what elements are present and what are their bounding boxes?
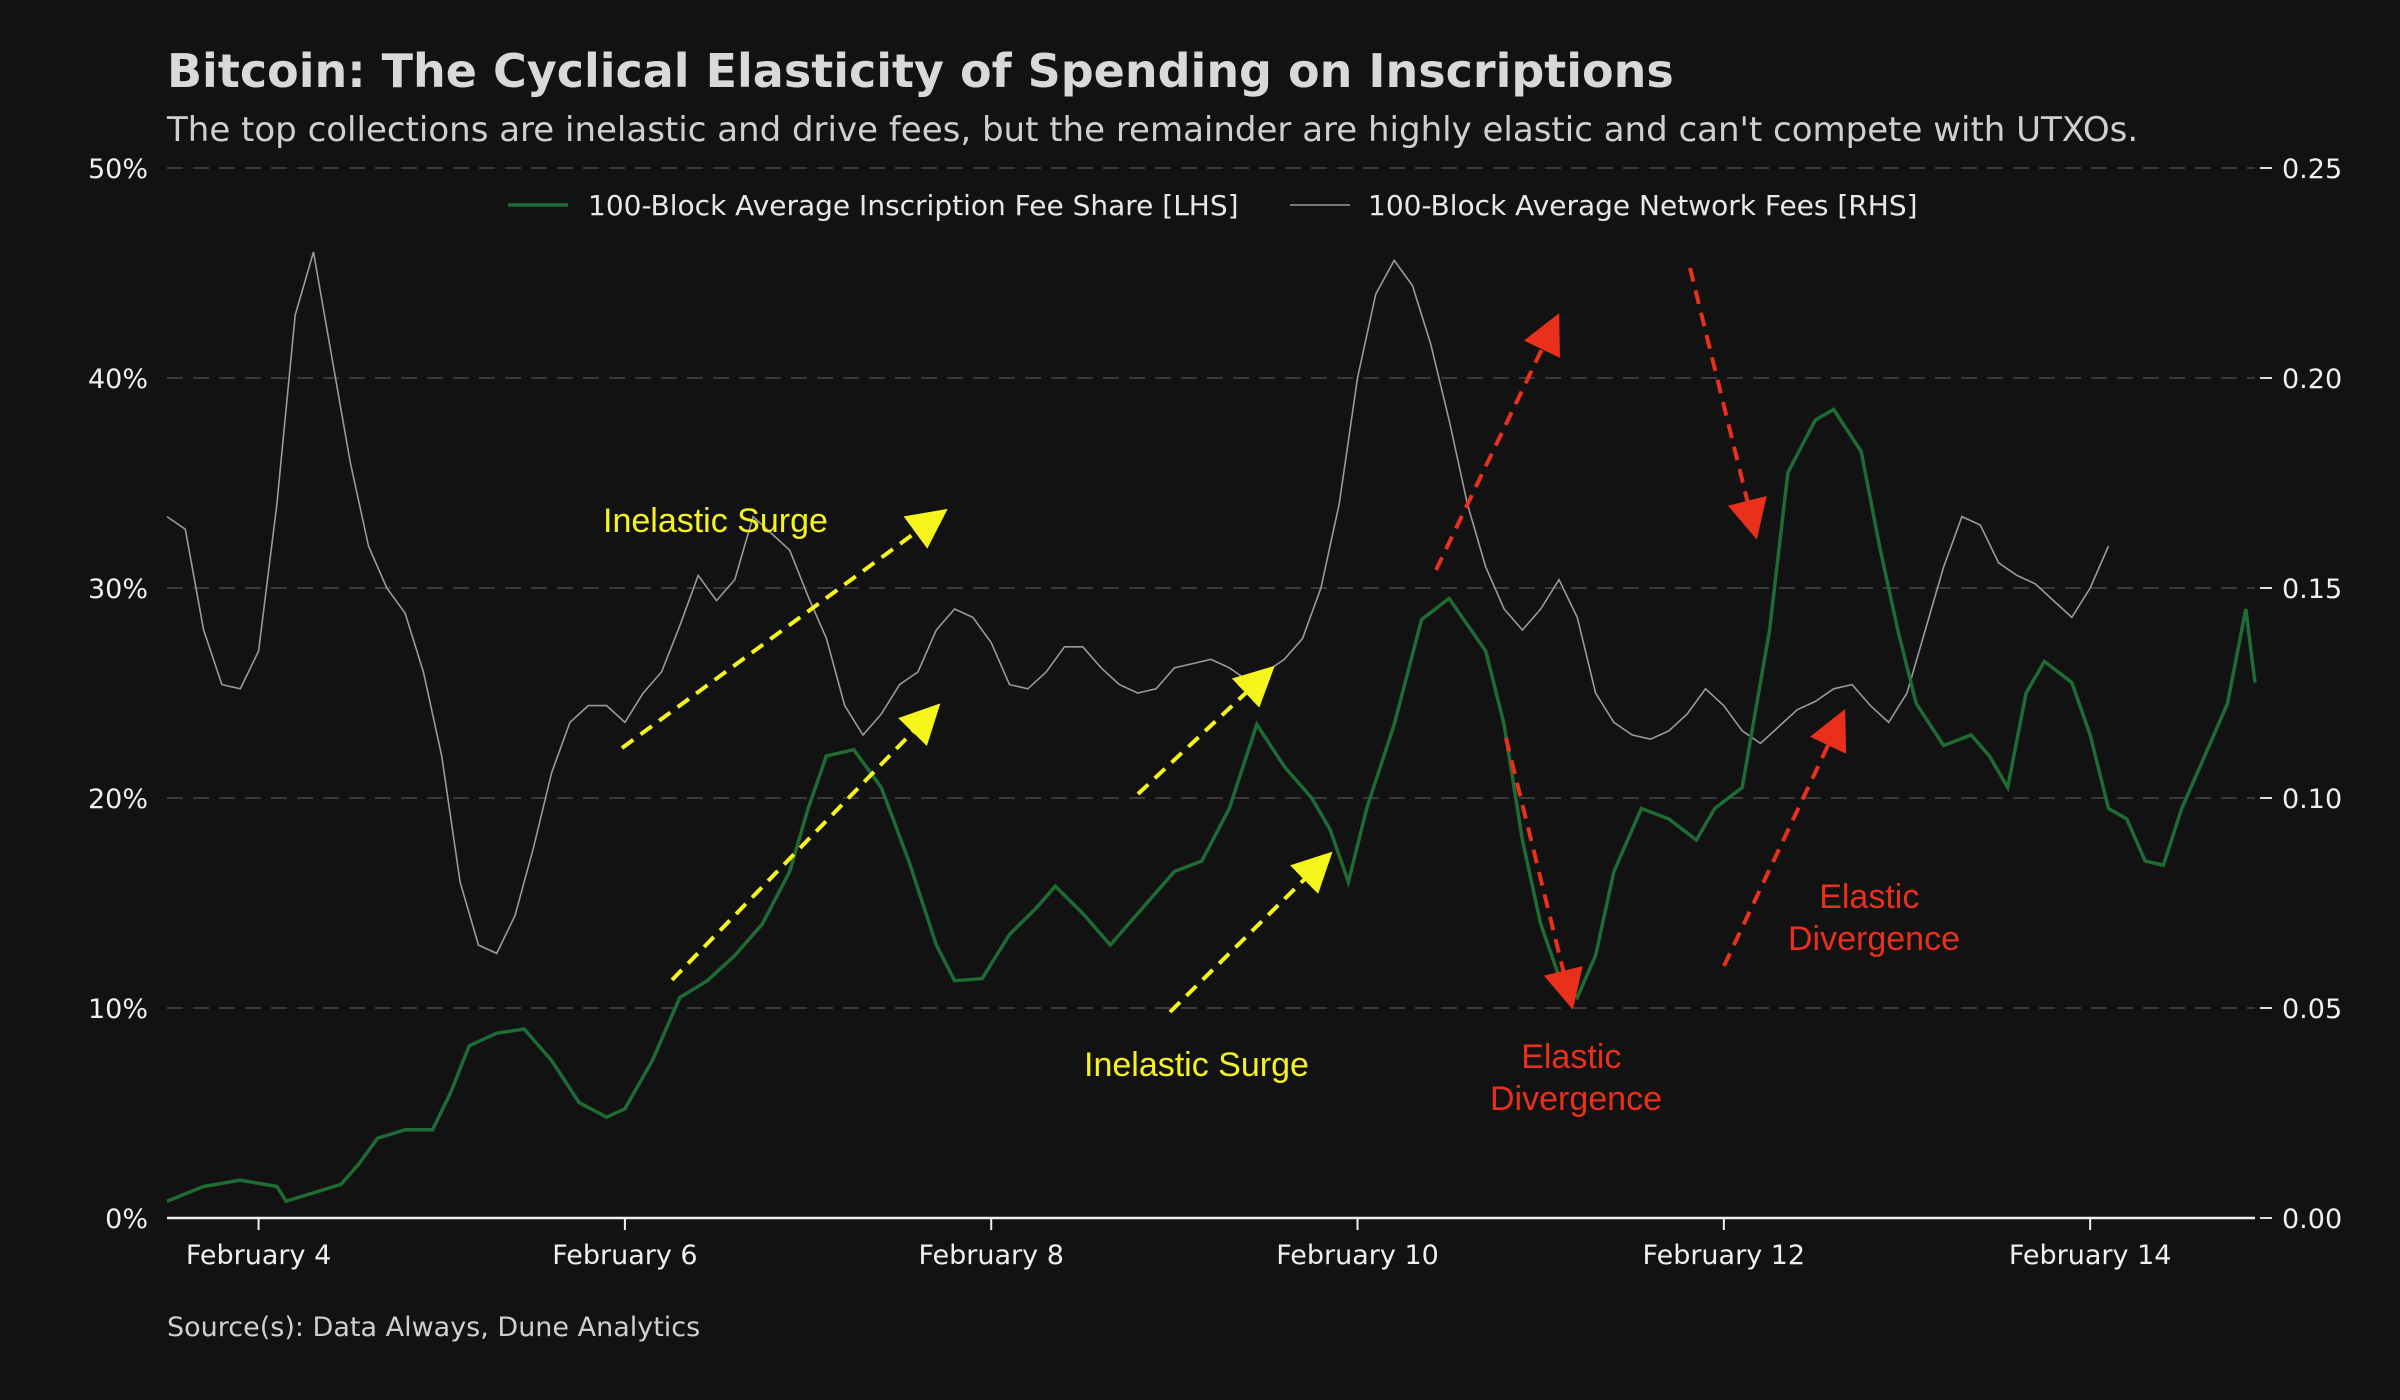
annotation-elastic-divergence-2: Elastic Divergence	[1788, 878, 1960, 958]
surge-arrow-2	[670, 703, 941, 982]
x-axis: February 4 February 6 February 8 February 1…	[167, 1216, 2255, 1271]
annotation-elastic-divergence-1-line2: Divergence	[1490, 1080, 1662, 1118]
annotation-elastic-divergence-2-line2: Divergence	[1788, 920, 1960, 958]
left-tick-label: 10%	[88, 994, 148, 1025]
surge-arrow-4	[1168, 851, 1333, 1014]
x-tick-label: February 12	[1643, 1240, 1806, 1271]
chart-subtitle: The top collections are inelastic and dr…	[167, 110, 2139, 150]
grid-lines	[167, 167, 2255, 1009]
x-tick-label: February 10	[1276, 1240, 1439, 1271]
right-tick-label: 0.25	[2282, 154, 2342, 185]
surge-arrow-3	[1136, 665, 1275, 796]
annotation-elastic-divergence-2-line1: Elastic	[1819, 878, 1919, 916]
legend: 100-Block Average Inscription Fee Share …	[508, 189, 1918, 222]
inscription-fee-share-line	[166, 407, 2257, 1204]
x-tick-label: February 8	[919, 1240, 1064, 1271]
source-note: Source(s): Data Always, Dune Analytics	[167, 1312, 701, 1343]
left-tick-label: 20%	[88, 784, 148, 815]
right-tick-label: 0.15	[2282, 574, 2342, 605]
network-fees-line	[166, 251, 2110, 955]
surge-arrow-1	[620, 508, 948, 750]
left-tick-label: 40%	[88, 364, 148, 395]
annotation-inelastic-surge-1: Inelastic Surge	[603, 502, 828, 540]
left-axis: 0% 10% 20% 30% 40% 50%	[88, 154, 148, 1235]
annotation-inelastic-surge-2: Inelastic Surge	[1084, 1046, 1309, 1084]
right-axis: 0.00 0.05 0.10 0.15 0.20 0.25	[2260, 154, 2342, 1235]
right-tick-label: 0.05	[2282, 994, 2342, 1025]
right-tick-label: 0.10	[2282, 784, 2342, 815]
legend-label-inscription: 100-Block Average Inscription Fee Share …	[588, 189, 1239, 222]
left-tick-label: 50%	[88, 154, 148, 185]
x-tick-label: February 4	[186, 1240, 331, 1271]
legend-label-fees: 100-Block Average Network Fees [RHS]	[1368, 189, 1918, 222]
divergence-arrow-2	[1688, 267, 1767, 540]
x-tick-label: February 6	[552, 1240, 697, 1271]
left-tick-label: 0%	[105, 1204, 148, 1235]
chart-title: Bitcoin: The Cyclical Elasticity of Spen…	[167, 44, 1674, 98]
divergence-arrow-3	[1504, 737, 1583, 1010]
left-tick-label: 30%	[88, 574, 148, 605]
right-tick-label: 0.00	[2282, 1204, 2342, 1235]
x-tick-label: February 14	[2009, 1240, 2172, 1271]
right-tick-label: 0.20	[2282, 364, 2342, 395]
divergence-arrow-1	[1434, 313, 1560, 571]
annotation-elastic-divergence-1: Elastic Divergence	[1490, 1038, 1662, 1118]
annotation-elastic-divergence-1-line1: Elastic	[1521, 1038, 1621, 1076]
annotation-arrows	[620, 267, 1847, 1014]
